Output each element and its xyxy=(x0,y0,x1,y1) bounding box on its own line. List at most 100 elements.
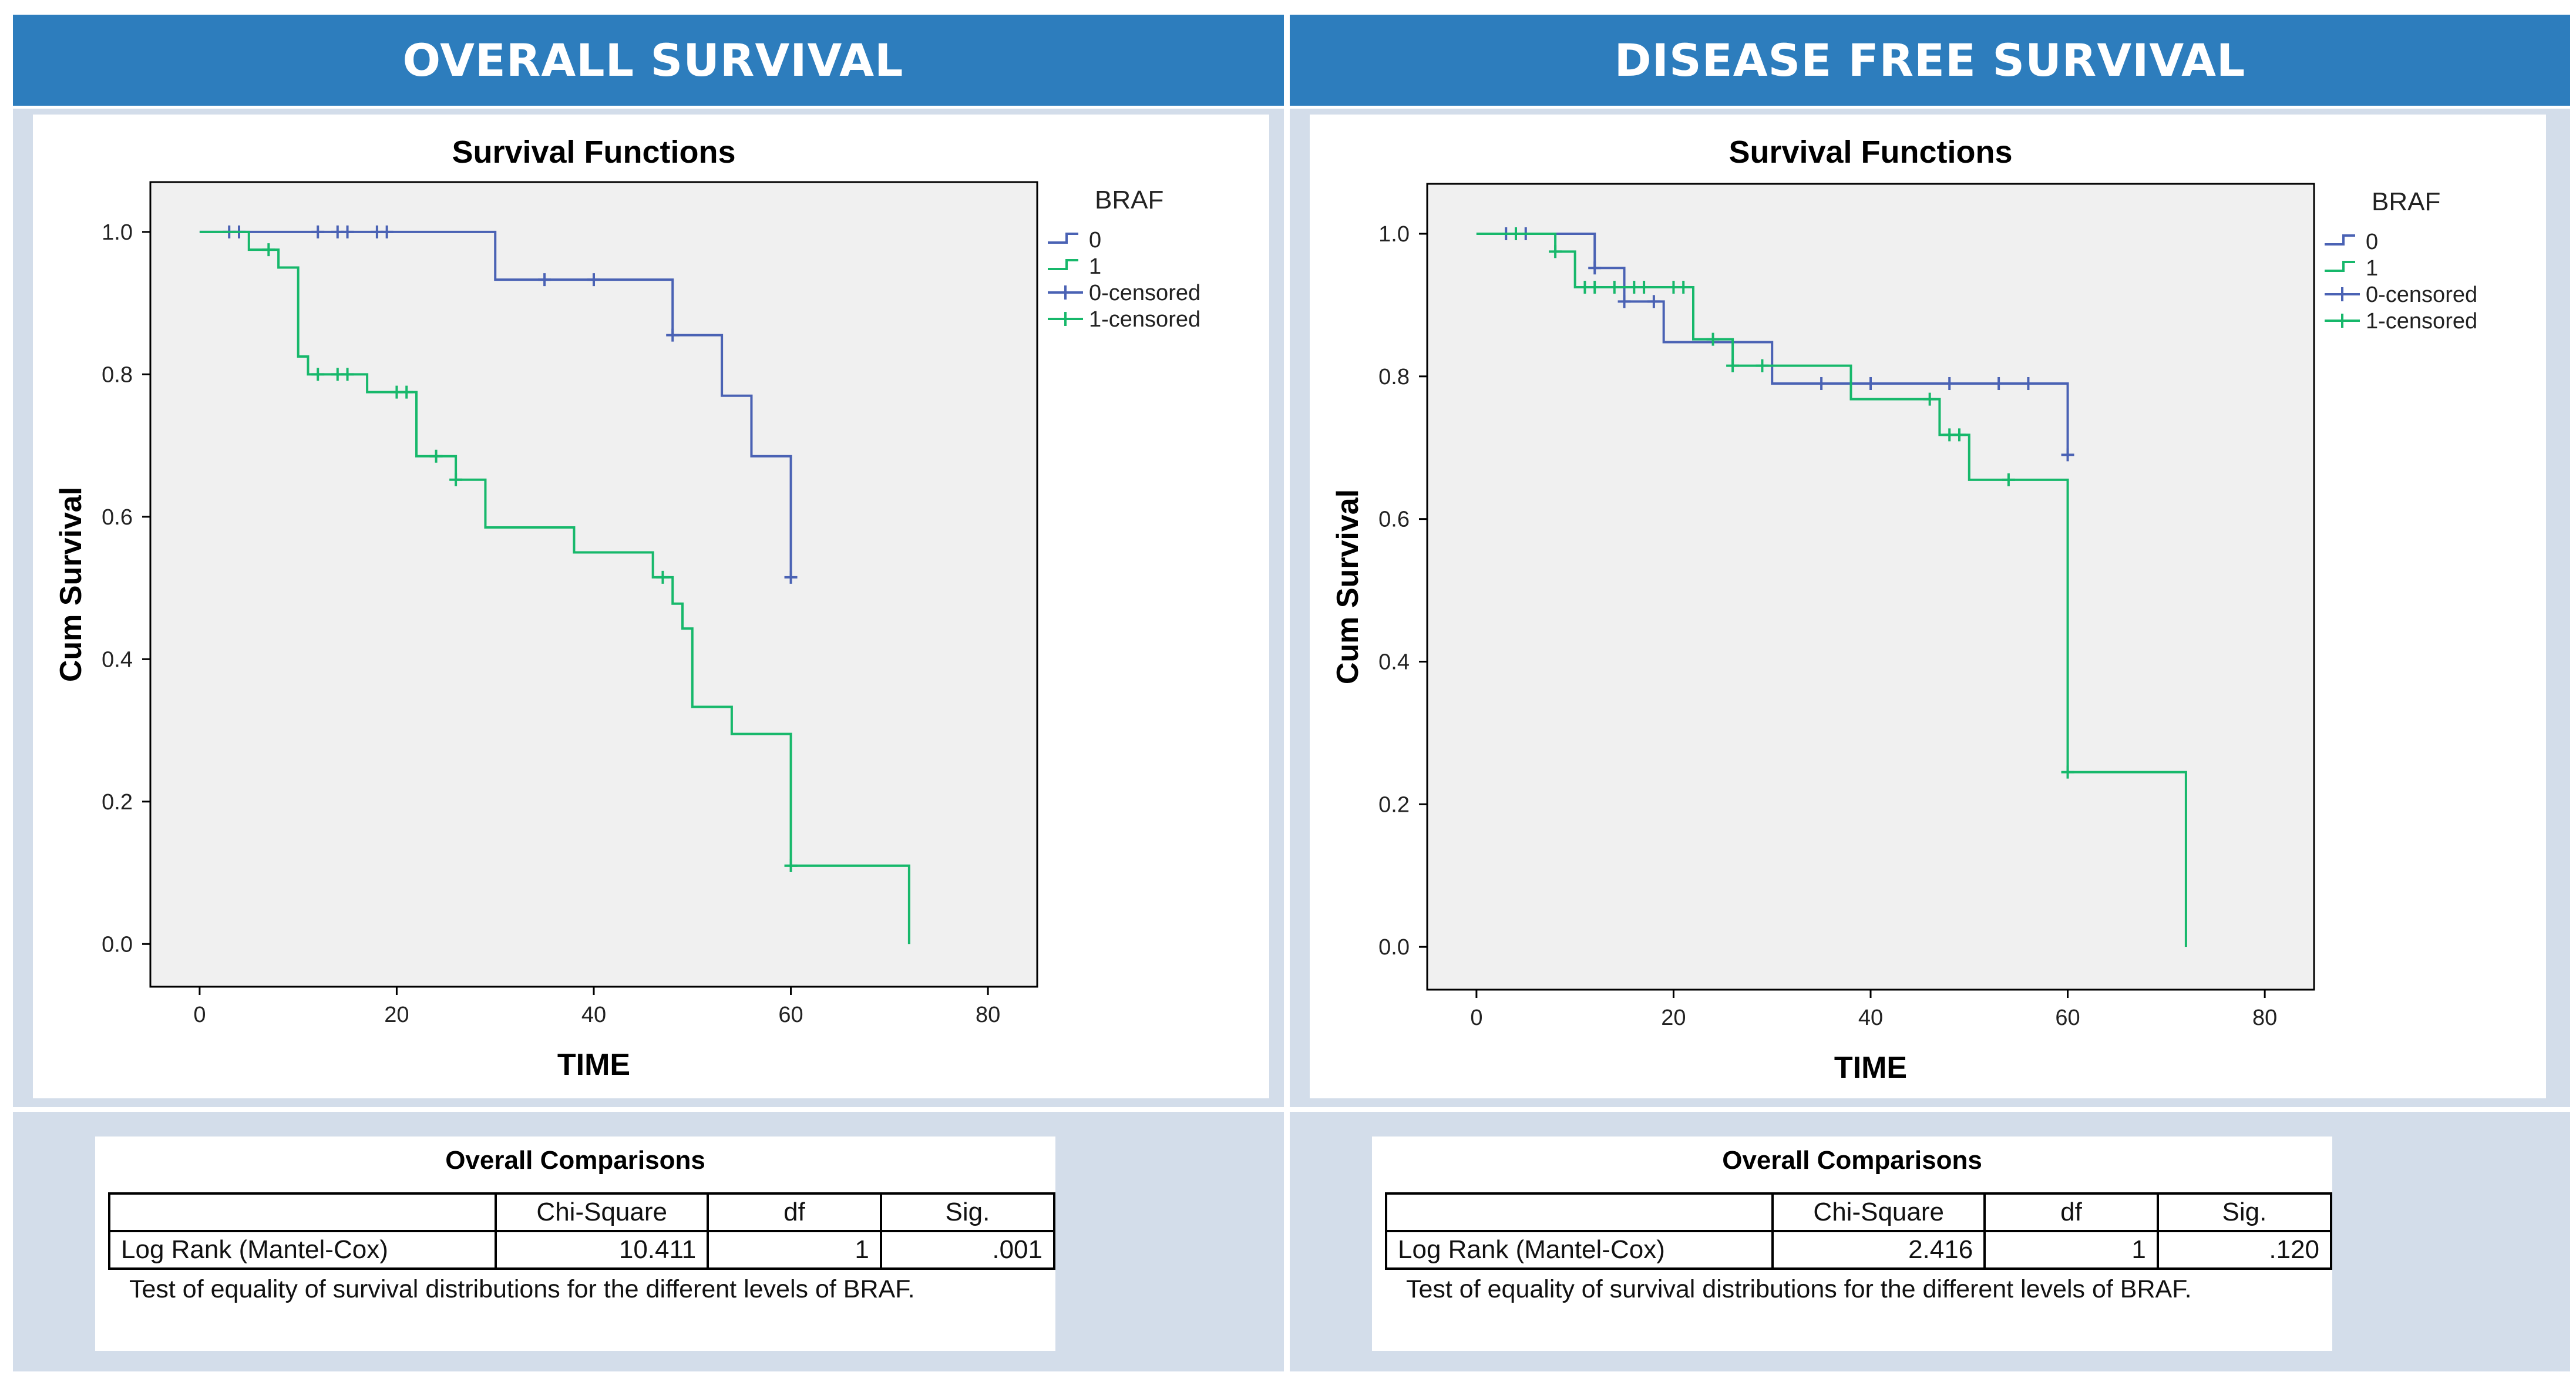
table-header-row: Chi-Square df Sig. xyxy=(107,1192,1056,1232)
censor-mark-0 xyxy=(1815,376,1828,390)
chart-title: Survival Functions xyxy=(452,135,735,170)
df-value: 1 xyxy=(707,1230,882,1270)
legend-entry: 1 xyxy=(1089,254,1101,279)
comparison-table: Chi-Square df Sig. Log Rank (Mantel-Cox)… xyxy=(107,1192,1056,1270)
censor-mark-0 xyxy=(666,328,680,342)
censor-mark-0 xyxy=(1943,376,1956,390)
censor-mark-0 xyxy=(1992,376,2006,390)
censor-mark-1 xyxy=(1549,245,1562,258)
table-header-cell xyxy=(1384,1192,1774,1232)
table-header-cell: Chi-Square xyxy=(1771,1192,1986,1232)
x-tick-label: 20 xyxy=(384,1003,409,1027)
x-tick-label: 0 xyxy=(1470,1006,1482,1030)
legend-title: BRAF xyxy=(1095,186,1163,214)
legend-swatch xyxy=(1048,259,1078,270)
table-header-cell: Sig. xyxy=(2156,1192,2333,1232)
y-axis-label: Cum Survival xyxy=(1331,489,1365,684)
y-tick-label: 0.4 xyxy=(1378,650,1410,674)
censor-mark-1 xyxy=(1637,281,1651,294)
table-title: Overall Comparisons xyxy=(1722,1146,1982,1175)
legend-swatch xyxy=(1048,233,1078,244)
legend-entry: 0 xyxy=(1089,228,1101,253)
censor-mark-0 xyxy=(311,225,325,238)
y-tick-label: 0.2 xyxy=(102,790,133,815)
censor-mark-0 xyxy=(587,273,600,287)
legend-swatch xyxy=(1048,285,1083,300)
survival-chart: Survival Functions 0.0 0.2 0.4 0.6 0.8 1.0 0 20 4… xyxy=(1331,135,2477,1085)
x-tick-label: 80 xyxy=(2252,1006,2277,1030)
y-tick-label: 0.6 xyxy=(102,505,133,530)
chi-square-value: 10.411 xyxy=(495,1230,709,1270)
censor-mark-1 xyxy=(311,368,325,381)
y-tick-label: 1.0 xyxy=(1378,222,1410,247)
y-axis-label: Cum Survival xyxy=(54,487,88,682)
panel-header: OVERALL SURVIVAL xyxy=(13,15,1293,106)
legend-entry: 1 xyxy=(2366,256,2378,281)
legend-entry: 0 xyxy=(2366,230,2378,254)
x-axis-label: TIME xyxy=(557,1048,630,1082)
table-header-cell xyxy=(107,1192,497,1232)
table-row: Log Rank (Mantel-Cox) 2.416 1 .120 xyxy=(1384,1230,2333,1270)
y-tick-label: 0.8 xyxy=(1378,365,1410,389)
plot-area xyxy=(1426,183,2315,991)
survival-line-1 xyxy=(1476,232,2187,947)
y-tick-label: 0.8 xyxy=(102,362,133,387)
panel-header: DISEASE FREE SURVIVAL xyxy=(1290,15,2570,106)
legend-swatch xyxy=(2325,287,2360,301)
comparison-table-card: Overall Comparisons Chi-Square df Sig. L… xyxy=(1372,1137,2333,1351)
censor-mark-0 xyxy=(380,225,394,238)
censor-mark-1 xyxy=(1756,359,1769,372)
survival-line-1 xyxy=(199,230,910,944)
table-footnote: Test of equality of survival distributio… xyxy=(129,1275,915,1303)
censor-mark-1 xyxy=(1588,281,1602,294)
censor-mark-1 xyxy=(2002,473,2015,486)
comparison-table-card: Overall Comparisons Chi-Square df Sig. L… xyxy=(95,1137,1056,1351)
x-tick-label: 60 xyxy=(2055,1006,2080,1030)
table-title: Overall Comparisons xyxy=(445,1146,705,1175)
censor-mark-1 xyxy=(449,473,463,486)
legend-entry: 0-censored xyxy=(2366,283,2477,307)
censor-mark-0 xyxy=(1864,376,1877,390)
censor-mark-1 xyxy=(1608,281,1621,294)
censor-mark-1 xyxy=(1726,359,1740,372)
chart-area: Survival Functions 0.0 0.2 0.4 0.6 0.8 1.0 0 20 4… xyxy=(1310,115,2546,1098)
table-footnote: Test of equality of survival distributio… xyxy=(1406,1275,2192,1303)
censor-mark-0 xyxy=(1617,295,1631,308)
censor-mark-0 xyxy=(2061,448,2074,462)
x-tick-label: 20 xyxy=(1661,1006,1686,1030)
legend-swatch xyxy=(2325,314,2360,328)
legend-entry: 1-censored xyxy=(2366,309,2477,334)
censor-mark-1 xyxy=(429,449,443,463)
row-label: Log Rank (Mantel-Cox) xyxy=(107,1230,497,1270)
y-tick-label: 1.0 xyxy=(102,220,133,245)
censor-mark-0 xyxy=(1647,295,1660,308)
row-label: Log Rank (Mantel-Cox) xyxy=(1384,1230,1774,1270)
df-value: 1 xyxy=(1983,1230,2159,1270)
y-tick-label: 0.0 xyxy=(102,932,133,957)
y-tick-label: 0.2 xyxy=(1378,792,1410,817)
censor-mark-0 xyxy=(341,225,354,238)
y-tick-label: 0.6 xyxy=(1378,507,1410,532)
censor-mark-1 xyxy=(341,368,354,381)
censor-mark-1 xyxy=(1953,428,1966,442)
panel-divider xyxy=(1284,15,1290,1371)
censor-mark-0 xyxy=(784,570,798,584)
x-tick-label: 0 xyxy=(193,1003,206,1027)
sig-value: .001 xyxy=(879,1230,1056,1270)
x-tick-label: 80 xyxy=(976,1003,1000,1027)
table-row: Log Rank (Mantel-Cox) 10.411 1 .001 xyxy=(107,1230,1056,1270)
censor-mark-1 xyxy=(656,570,670,584)
sig-value: .120 xyxy=(2156,1230,2333,1270)
censor-mark-0 xyxy=(2022,376,2035,390)
censor-mark-1 xyxy=(400,385,413,399)
chart-title: Survival Functions xyxy=(1728,135,2012,170)
x-axis-label: TIME xyxy=(1834,1051,1907,1085)
panel-separator xyxy=(1290,1107,2570,1112)
censor-mark-1 xyxy=(1677,281,1690,294)
comparison-table: Chi-Square df Sig. Log Rank (Mantel-Cox)… xyxy=(1384,1192,2333,1270)
censor-mark-1 xyxy=(262,243,275,257)
chart-area: Survival Functions 0.0 0.2 0.4 0.6 0.8 1.0 0 20 4… xyxy=(33,115,1269,1098)
censor-mark-1 xyxy=(1509,227,1522,240)
censor-mark-1 xyxy=(2061,765,2074,779)
x-tick-label: 40 xyxy=(1858,1006,1883,1030)
